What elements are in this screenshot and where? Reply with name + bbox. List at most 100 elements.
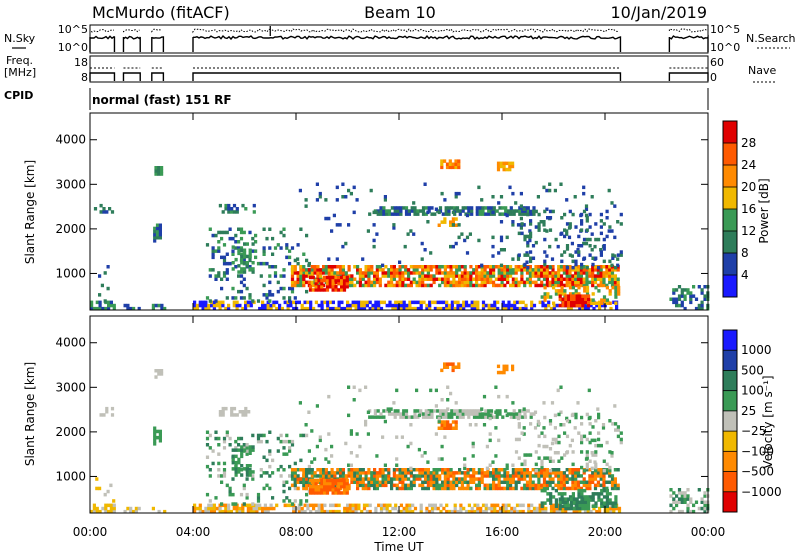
power-cell bbox=[464, 303, 469, 308]
velocity-cell bbox=[528, 471, 532, 475]
power-cell bbox=[418, 280, 422, 285]
power-cell bbox=[597, 289, 601, 293]
power-cell bbox=[392, 265, 396, 269]
power-cell bbox=[484, 212, 488, 216]
velocity-cell bbox=[532, 509, 537, 514]
power-cell bbox=[517, 231, 521, 236]
power-cell bbox=[296, 280, 300, 285]
velocity-cell bbox=[399, 509, 403, 514]
power-cell bbox=[487, 303, 491, 308]
power-cell bbox=[455, 280, 459, 285]
power-cell bbox=[360, 303, 364, 308]
velocity-cell bbox=[697, 506, 701, 511]
power-cell bbox=[423, 248, 427, 252]
power-cell bbox=[550, 257, 555, 261]
velocity-cell bbox=[504, 503, 508, 508]
power-cell bbox=[565, 283, 569, 288]
power-cell bbox=[409, 280, 413, 285]
velocity-cell bbox=[552, 509, 556, 514]
power-cell bbox=[290, 265, 295, 269]
power-cell bbox=[476, 300, 480, 305]
velocity-cell bbox=[504, 409, 508, 413]
velocity-cell bbox=[212, 506, 216, 511]
velocity-cell bbox=[446, 483, 450, 488]
power-cell bbox=[346, 300, 350, 305]
power-cell bbox=[460, 271, 464, 275]
velocity-cell bbox=[523, 462, 527, 467]
power-cell bbox=[322, 265, 326, 269]
power-cell bbox=[375, 268, 379, 272]
velocity-cell bbox=[535, 506, 539, 511]
velocity-cell bbox=[497, 480, 501, 484]
velocity-cell bbox=[545, 468, 549, 472]
power-cell bbox=[483, 271, 487, 275]
power-cell bbox=[390, 283, 394, 288]
velocity-cell bbox=[467, 509, 471, 514]
velocity-cell bbox=[686, 506, 690, 511]
velocity-cell bbox=[587, 388, 591, 393]
power-cell bbox=[306, 306, 310, 311]
velocity-cell bbox=[576, 401, 580, 405]
velocity-cell bbox=[452, 477, 456, 481]
power-cell bbox=[576, 280, 581, 285]
velocity-cell bbox=[379, 503, 384, 508]
velocity-cell bbox=[396, 412, 400, 416]
velocity-cell bbox=[356, 486, 360, 491]
velocity-cell bbox=[322, 474, 326, 478]
power-cell bbox=[526, 209, 530, 213]
power-cell bbox=[429, 274, 433, 278]
power-cell bbox=[504, 206, 508, 210]
velocity-cell bbox=[571, 471, 575, 475]
velocity-cell bbox=[466, 471, 470, 475]
velocity-cell bbox=[424, 477, 428, 481]
velocity-cell bbox=[381, 483, 385, 488]
velocity-cell bbox=[428, 503, 432, 508]
velocity-cell bbox=[358, 477, 362, 481]
power-cell bbox=[399, 300, 403, 305]
power-cell bbox=[367, 280, 371, 285]
velocity-cell bbox=[448, 362, 452, 366]
power-cell bbox=[345, 285, 349, 289]
power-cell bbox=[481, 212, 485, 216]
power-cell bbox=[450, 306, 454, 311]
power-cell bbox=[540, 274, 544, 278]
velocity-cell bbox=[263, 503, 267, 508]
velocity-cell bbox=[356, 477, 360, 481]
velocity-cell bbox=[222, 474, 227, 478]
velocity-cell bbox=[558, 497, 562, 501]
velocity-cell bbox=[234, 502, 238, 506]
power-cell bbox=[577, 292, 581, 296]
power-cell bbox=[98, 303, 102, 308]
velocity-cell bbox=[352, 398, 356, 402]
power-cell bbox=[571, 274, 575, 278]
velocity-cell bbox=[534, 486, 538, 491]
power-cell bbox=[608, 301, 612, 305]
velocity-cell bbox=[570, 497, 574, 501]
velocity-cell bbox=[549, 501, 553, 505]
velocity-cell bbox=[401, 468, 405, 472]
velocity-cell bbox=[205, 492, 210, 497]
velocity-cell bbox=[557, 480, 561, 484]
velocity-cell bbox=[614, 422, 618, 426]
velocity-cell bbox=[317, 509, 321, 514]
power-cell bbox=[588, 268, 592, 272]
power-cell bbox=[529, 250, 533, 254]
power-cell bbox=[340, 306, 344, 311]
power-cell bbox=[316, 268, 320, 272]
velocity-cell bbox=[193, 506, 197, 511]
power-cell bbox=[334, 275, 338, 280]
power-cell bbox=[398, 277, 402, 281]
power-cell bbox=[457, 235, 461, 240]
velocity-cell bbox=[531, 486, 535, 491]
power-cell bbox=[504, 303, 508, 308]
velocity-cell bbox=[536, 419, 540, 424]
power-cell bbox=[354, 306, 358, 311]
power-cell bbox=[466, 277, 470, 281]
power-cell bbox=[608, 265, 612, 269]
velocity-cell bbox=[262, 486, 266, 491]
power-cell bbox=[602, 298, 607, 302]
power-cell bbox=[554, 277, 558, 281]
velocity-cell bbox=[521, 509, 525, 514]
power-cell bbox=[151, 306, 155, 311]
power-cell bbox=[288, 286, 292, 291]
